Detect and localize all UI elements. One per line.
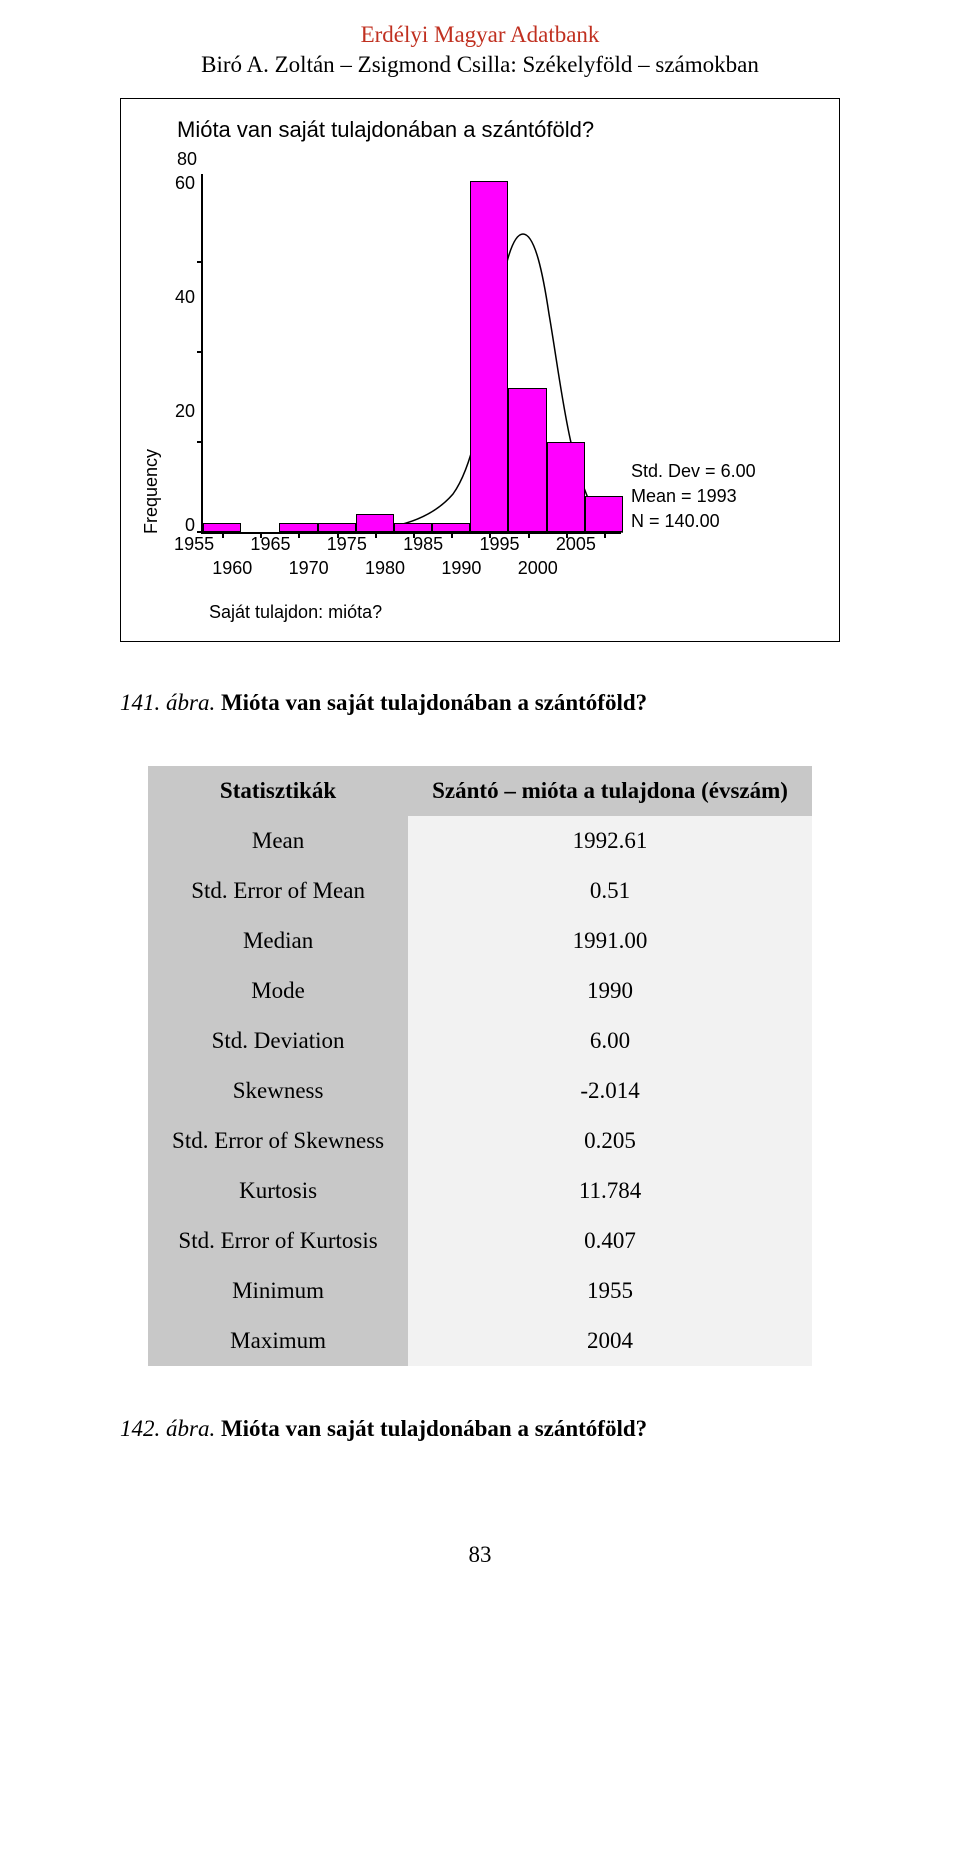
stat-label: Maximum — [148, 1316, 408, 1366]
y-tick-label: 20 — [175, 402, 195, 420]
y-tick-label: 60 — [175, 174, 195, 192]
histogram-bar — [279, 523, 317, 532]
stddev-label: Std. Dev = 6.00 — [631, 461, 756, 482]
histogram-bar — [203, 523, 241, 532]
table-row: Maximum2004 — [148, 1316, 812, 1366]
header-authors: Biró A. Zoltán – Zsigmond Csilla: Székel… — [120, 50, 840, 80]
figure-142-number: 142. ábra. — [120, 1416, 215, 1441]
stat-label: Std. Deviation — [148, 1016, 408, 1066]
table-row: Std. Error of Skewness0.205 — [148, 1116, 812, 1166]
x-tick-label: 1995 — [480, 534, 520, 555]
stat-value: 1992.61 — [408, 816, 812, 866]
stat-label: Mode — [148, 966, 408, 1016]
stat-value: 0.51 — [408, 866, 812, 916]
figure-141-caption: 141. ábra. Mióta van saját tulajdonában … — [120, 690, 840, 716]
stat-label: Minimum — [148, 1266, 408, 1316]
y-axis-ticks: 60 40 20 0 — [175, 174, 201, 534]
y-tick-label: 40 — [175, 288, 195, 306]
table-row: Skewness-2.014 — [148, 1066, 812, 1116]
stat-label: Skewness — [148, 1066, 408, 1116]
figure-141-title: Mióta van saját tulajdonában a szántóföl… — [221, 690, 647, 715]
stat-label: Median — [148, 916, 408, 966]
n-label: N = 140.00 — [631, 511, 756, 532]
histogram-bar — [508, 388, 546, 532]
y-tick-label: 0 — [175, 516, 195, 534]
x-axis-caption: Saját tulajdon: mióta? — [209, 602, 811, 623]
stat-value: 1955 — [408, 1266, 812, 1316]
x-tick-label: 2005 — [556, 534, 596, 555]
histogram-bar — [394, 523, 432, 532]
stats-header-right: Szántó – mióta a tulajdona (évszám) — [408, 766, 812, 816]
x-ticks-upper: 1955 1965 1975 1985 1995 2005 — [175, 534, 595, 556]
table-row: Kurtosis11.784 — [148, 1166, 812, 1216]
table-row: Std. Deviation6.00 — [148, 1016, 812, 1066]
page-number: 83 — [120, 1542, 840, 1568]
x-tick-label: 1965 — [250, 534, 290, 555]
stat-value: 2004 — [408, 1316, 812, 1366]
stat-value: -2.014 — [408, 1066, 812, 1116]
chart-title: Mióta van saját tulajdonában a szántóföl… — [177, 117, 811, 143]
stat-label: Mean — [148, 816, 408, 866]
figure-142-title: Mióta van saját tulajdonában a szántóföl… — [221, 1416, 647, 1441]
table-row: Median1991.00 — [148, 916, 812, 966]
histogram-bar — [585, 496, 623, 532]
stat-value: 0.407 — [408, 1216, 812, 1266]
stat-label: Std. Error of Skewness — [148, 1116, 408, 1166]
x-tick-label: 1960 — [212, 558, 252, 579]
x-tick-label: 1985 — [403, 534, 443, 555]
histogram-bar — [318, 523, 356, 532]
histogram-bar — [432, 523, 470, 532]
stat-value: 11.784 — [408, 1166, 812, 1216]
table-row: Mean1992.61 — [148, 816, 812, 866]
stat-label: Kurtosis — [148, 1166, 408, 1216]
table-row: Mode1990 — [148, 966, 812, 1016]
stats-table: Statisztikák Szántó – mióta a tulajdona … — [148, 766, 812, 1366]
stat-value: 0.205 — [408, 1116, 812, 1166]
stat-value: 1990 — [408, 966, 812, 1016]
histogram-bar — [356, 514, 394, 532]
stat-label: Std. Error of Mean — [148, 866, 408, 916]
y-axis-label: Frequency — [141, 449, 162, 534]
chart-y-80: 80 — [177, 149, 811, 170]
x-tick-label: 1975 — [327, 534, 367, 555]
mean-label: Mean = 1993 — [631, 486, 756, 507]
chart-stats-labels: Std. Dev = 6.00 Mean = 1993 N = 140.00 — [621, 174, 756, 534]
x-tick-label: 1990 — [441, 558, 481, 579]
header-databank: Erdélyi Magyar Adatbank — [120, 20, 840, 50]
figure-141-number: 141. ábra. — [120, 690, 215, 715]
histogram-chart: Mióta van saját tulajdonában a szántóföl… — [120, 98, 840, 642]
x-tick-label: 1970 — [289, 558, 329, 579]
x-ticks-lower: 1960 1970 1980 1990 2000 — [175, 558, 595, 580]
histogram-bar — [470, 181, 508, 532]
table-row: Std. Error of Mean0.51 — [148, 866, 812, 916]
table-row: Std. Error of Kurtosis0.407 — [148, 1216, 812, 1266]
stat-value: 6.00 — [408, 1016, 812, 1066]
x-tick-label: 1980 — [365, 558, 405, 579]
stats-header-left: Statisztikák — [148, 766, 408, 816]
stat-value: 1991.00 — [408, 916, 812, 966]
table-row: Minimum1955 — [148, 1266, 812, 1316]
x-tick-label: 1955 — [174, 534, 214, 555]
figure-142-caption: 142. ábra. Mióta van saját tulajdonában … — [120, 1416, 840, 1442]
histogram-bar — [547, 442, 585, 532]
page: Erdélyi Magyar Adatbank Biró A. Zoltán –… — [0, 0, 960, 1628]
plot-area — [201, 174, 621, 534]
x-tick-label: 2000 — [518, 558, 558, 579]
stat-label: Std. Error of Kurtosis — [148, 1216, 408, 1266]
